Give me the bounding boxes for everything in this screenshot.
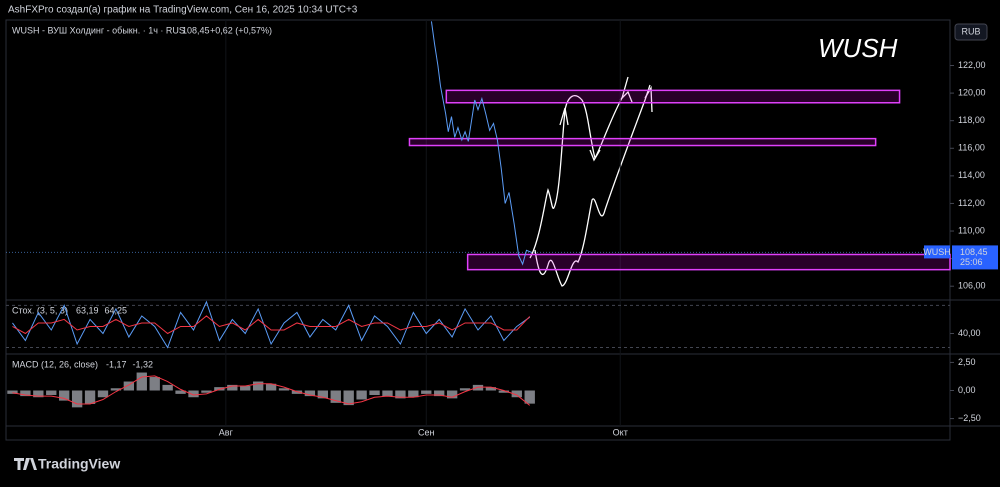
legend: Стох. (3, 5, 3) (12, 305, 68, 315)
legend-value: -1,17 (106, 359, 127, 369)
symbol-watermark: WUSH (818, 33, 898, 63)
macd-bar (59, 390, 70, 401)
legend: MACD (12, 26, close) (12, 359, 98, 369)
macd-bar (252, 381, 264, 391)
macd-bar (395, 390, 406, 399)
macd-bar (84, 390, 96, 404)
macd-bar (265, 383, 277, 391)
macd-bar (343, 390, 354, 406)
arrow-path (534, 84, 651, 287)
zone (445, 89, 901, 104)
hand-drawn-arrows (529, 76, 653, 287)
y-tick-label: 122,00 (958, 60, 986, 70)
macd-bar (304, 390, 316, 397)
macd-bar (356, 390, 367, 400)
y-tick-label: 40,00 (958, 328, 981, 338)
x-tick-label: Окт (613, 427, 628, 437)
legend-value: -1,32 (133, 359, 154, 369)
macd-bar (330, 390, 341, 403)
price-line (430, 21, 532, 266)
macd-bar (136, 372, 147, 391)
y-tick-label: 116,00 (958, 143, 985, 153)
y-tick-label: 112,00 (958, 198, 985, 208)
signal-line (12, 375, 531, 406)
macd-bar (46, 390, 57, 395)
macd-bar (369, 390, 380, 395)
macd-bar (278, 388, 290, 391)
y-tick-label: −2,50 (958, 413, 981, 423)
stoch-line (12, 315, 531, 335)
symbol-tag: WUSH (923, 247, 951, 257)
legend: WUSH - ВУШ Холдинг - обыкн. · 1ч · RUS (12, 25, 185, 35)
macd-bar (33, 390, 44, 398)
macd-bar (7, 390, 18, 394)
macd-bar (291, 390, 303, 394)
macd-bar (149, 377, 160, 391)
y-tick-label: 110,00 (958, 225, 985, 235)
price-tag-box (952, 245, 998, 270)
macd-bar (227, 384, 238, 391)
macd-bar (421, 390, 432, 394)
legend-price: 108,45 (182, 25, 210, 35)
y-tick-label: 114,00 (958, 170, 985, 180)
macd-bar (201, 390, 212, 393)
y-tick-label: 2,50 (958, 357, 976, 367)
tag-box (924, 245, 950, 259)
macd-bar (485, 387, 497, 391)
x-tick-label: Сен (418, 427, 435, 437)
timer-tag: 25:06 (960, 257, 983, 267)
brand: TradingView (38, 456, 120, 472)
macd-bar (175, 390, 186, 394)
macd-bar (214, 387, 225, 391)
y-tick-label: 0,00 (958, 385, 976, 395)
price-tag: 108,45 (960, 247, 988, 257)
macd-bar (97, 390, 109, 398)
brand-logo (14, 458, 37, 470)
currency[interactable]: RUB (961, 26, 980, 36)
macd-bar (408, 390, 419, 398)
caption: AshFXPro создал(а) график на TradingView… (8, 4, 358, 16)
y-tick-label: 106,00 (958, 281, 986, 291)
macd-bar (188, 390, 199, 398)
arrow-head (559, 85, 653, 162)
macd-bar (317, 390, 328, 399)
macd-bar (498, 390, 510, 393)
macd-bar (71, 390, 83, 408)
macd-bar (459, 388, 471, 391)
macd-bar (511, 390, 522, 398)
legend-value: 63,19 (76, 305, 99, 315)
macd-bar (472, 384, 484, 391)
macd-bar (446, 390, 458, 399)
currency-box[interactable] (954, 23, 988, 41)
zone (466, 253, 951, 271)
macd-bar (434, 390, 445, 397)
legend-value: 64,25 (104, 305, 127, 315)
y-tick-label: 120,00 (958, 87, 986, 97)
macd-bar (240, 386, 251, 391)
macd-bar (20, 390, 31, 397)
macd-bar (123, 381, 135, 391)
x-tick-label: Авг (219, 427, 234, 437)
macd-bar (382, 390, 393, 397)
macd-bar (110, 388, 122, 391)
macd-bar (524, 390, 535, 404)
zone (408, 137, 877, 147)
y-tick-label: 118,00 (958, 115, 985, 125)
legend-change: +0,62 (+0,57%) (210, 25, 272, 35)
macd-bar (162, 384, 173, 391)
